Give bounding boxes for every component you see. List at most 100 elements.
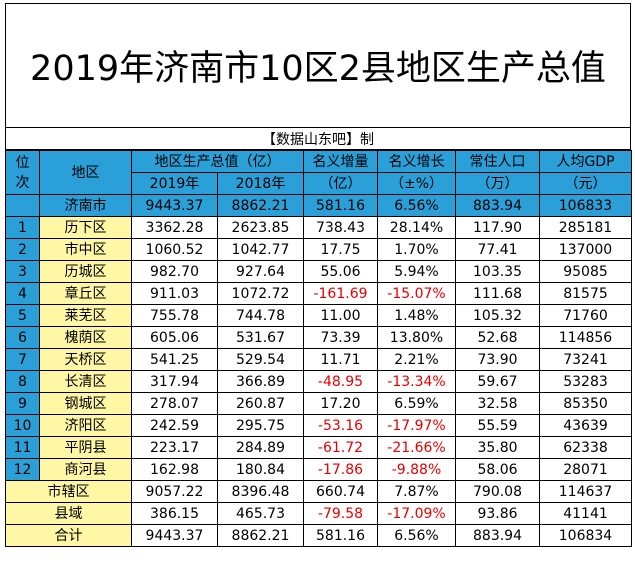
city-total-row: 济南市 9443.37 8862.21 581.16 6.56% 883.94 …	[5, 194, 632, 217]
district-name: 钢城区	[39, 392, 132, 415]
summary-row: 市辖区 9057.22 8396.48 660.74 7.87% 790.08 114637	[5, 480, 632, 503]
district-name: 济阳区	[39, 414, 132, 437]
rank-cell: 4	[5, 282, 40, 305]
rank-header: 位 次	[5, 150, 40, 195]
district-name: 历城区	[39, 260, 132, 283]
cell-gdp2019: 982.70	[131, 260, 218, 283]
summary-gdp2018: 8396.48	[217, 480, 304, 503]
table-row: 4 章丘区 911.03 1072.72 -161.69 -15.07% 111.68 815…	[5, 282, 632, 305]
per-capita-unit: （元）	[539, 172, 632, 195]
district-name: 章丘区	[39, 282, 132, 305]
cell-per-capita: 62338	[539, 436, 632, 459]
summary-population: 883.94	[455, 524, 540, 547]
rank-cell: 11	[5, 436, 40, 459]
cell-increase: 17.75	[303, 238, 378, 261]
rank-cell: 10	[5, 414, 40, 437]
cell-increase: -61.72	[303, 436, 378, 459]
cell-gdp2019: 541.25	[131, 348, 218, 371]
cell-gdp2018: 744.78	[217, 304, 304, 327]
summary-name: 县域	[5, 502, 132, 525]
rank-cell: 1	[5, 216, 40, 239]
rank-cell: 5	[5, 304, 40, 327]
summary-growth: -17.09%	[377, 502, 456, 525]
summary-gdp2019: 386.15	[131, 502, 218, 525]
cell-population: 58.06	[455, 458, 540, 481]
table-row: 11 平阴县 223.17 284.89 -61.72 -21.66% 35.80 62338	[5, 436, 632, 459]
rank-cell: 6	[5, 326, 40, 349]
cell-gdp2018: 180.84	[217, 458, 304, 481]
cell-population: 103.35	[455, 260, 540, 283]
cell-per-capita: 137000	[539, 238, 632, 261]
cell-increase: 73.39	[303, 326, 378, 349]
summary-per-capita: 106834	[539, 524, 632, 547]
city-increase: 581.16	[303, 194, 378, 217]
rank-cell: 8	[5, 370, 40, 393]
district-name: 平阴县	[39, 436, 132, 459]
summary-population: 93.86	[455, 502, 540, 525]
cell-population: 117.90	[455, 216, 540, 239]
summary-increase: -79.58	[303, 502, 378, 525]
district-name: 长清区	[39, 370, 132, 393]
city-rank-cell	[5, 194, 40, 217]
cell-increase: 17.20	[303, 392, 378, 415]
header-row-2: 2019年 2018年 （亿） （±%） （万） （元）	[6, 172, 632, 195]
city-population: 883.94	[455, 194, 540, 217]
cell-growth: 1.70%	[377, 238, 456, 261]
cell-population: 35.80	[455, 436, 540, 459]
summary-growth: 6.56%	[377, 524, 456, 547]
rank-cell: 9	[5, 392, 40, 415]
cell-population: 55.59	[455, 414, 540, 437]
cell-per-capita: 81575	[539, 282, 632, 305]
table-row: 2 市中区 1060.52 1042.77 17.75 1.70% 77.41 137000	[5, 238, 632, 261]
district-name: 天桥区	[39, 348, 132, 371]
table-row: 9 钢城区 278.07 260.87 17.20 6.59% 32.58 85350	[5, 392, 632, 415]
cell-gdp2019: 317.94	[131, 370, 218, 393]
cell-gdp2019: 223.17	[131, 436, 218, 459]
cell-growth: -17.97%	[377, 414, 456, 437]
cell-increase: 11.71	[303, 348, 378, 371]
cell-population: 73.90	[455, 348, 540, 371]
year-2018-header: 2018年	[217, 172, 304, 195]
summary-row: 县域 386.15 465.73 -79.58 -17.09% 93.86 41141	[5, 502, 632, 525]
cell-gdp2018: 260.87	[217, 392, 304, 415]
cell-gdp2019: 3362.28	[131, 216, 218, 239]
source-credit: 【数据山东吧】制	[5, 128, 631, 150]
header-row-1: 位 次 地区 地区生产总值（亿） 名义增量 名义增长 常住人口 人均GDP	[5, 150, 632, 195]
rank-cell: 3	[5, 260, 40, 283]
rank-cell: 12	[5, 458, 40, 481]
cell-gdp2019: 755.78	[131, 304, 218, 327]
increase-unit: （亿）	[303, 172, 378, 195]
growth-header: 名义增长	[377, 150, 456, 173]
cell-population: 105.32	[455, 304, 540, 327]
cell-per-capita: 114856	[539, 326, 632, 349]
cell-growth: 5.94%	[377, 260, 456, 283]
table-row: 3 历城区 982.70 927.64 55.06 5.94% 103.35 95085	[5, 260, 632, 283]
cell-per-capita: 28071	[539, 458, 632, 481]
cell-gdp2018: 2623.85	[217, 216, 304, 239]
cell-population: 77.41	[455, 238, 540, 261]
summary-per-capita: 114637	[539, 480, 632, 503]
cell-gdp2019: 911.03	[131, 282, 218, 305]
cell-growth: -13.34%	[377, 370, 456, 393]
cell-per-capita: 71760	[539, 304, 632, 327]
population-unit: （万）	[455, 172, 540, 195]
summary-gdp2019: 9443.37	[131, 524, 218, 547]
table-row: 5 莱芜区 755.78 744.78 11.00 1.48% 105.32 71760	[5, 304, 632, 327]
cell-per-capita: 73241	[539, 348, 632, 371]
cell-growth: 6.59%	[377, 392, 456, 415]
cell-gdp2019: 162.98	[131, 458, 218, 481]
table-row: 10 济阳区 242.59 295.75 -53.16 -17.97% 55.59 43639	[5, 414, 632, 437]
rank-cell: 7	[5, 348, 40, 371]
cell-per-capita: 53283	[539, 370, 632, 393]
cell-population: 111.68	[455, 282, 540, 305]
increase-header: 名义增量	[303, 150, 378, 173]
cell-gdp2018: 1042.77	[217, 238, 304, 261]
per-capita-header: 人均GDP	[539, 150, 632, 173]
cell-per-capita: 285181	[539, 216, 632, 239]
cell-growth: -9.88%	[377, 458, 456, 481]
page-title: 2019年济南市10区2县地区生产总值	[5, 3, 631, 128]
summary-population: 790.08	[455, 480, 540, 503]
cell-per-capita: 43639	[539, 414, 632, 437]
summary-gdp2019: 9057.22	[131, 480, 218, 503]
cell-gdp2018: 366.89	[217, 370, 304, 393]
